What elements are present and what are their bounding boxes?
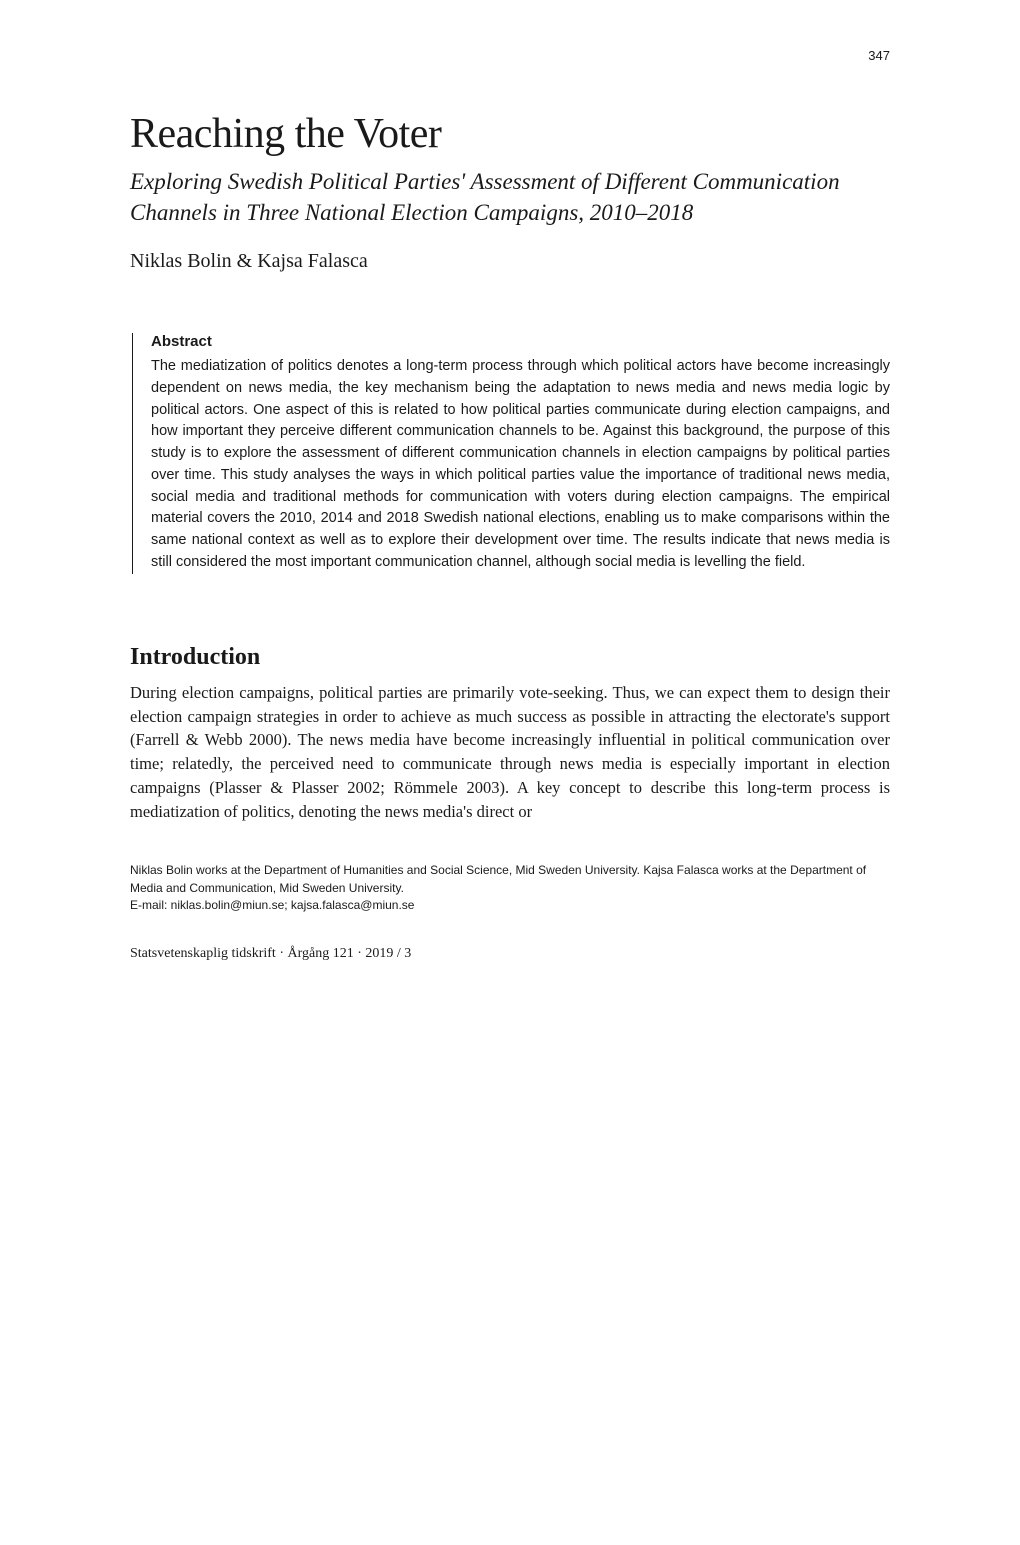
abstract-block: Abstract The mediatization of politics d… [132, 333, 890, 574]
section-body: During election campaigns, political par… [130, 681, 890, 825]
abstract-heading: Abstract [151, 333, 890, 350]
author-affiliation: Niklas Bolin works at the Department of … [130, 862, 890, 914]
section-heading-introduction: Introduction [130, 644, 890, 671]
article-authors: Niklas Bolin & Kajsa Falasca [130, 250, 890, 273]
article-subtitle: Exploring Swedish Political Parties' Ass… [130, 166, 890, 228]
journal-footer: Statsvetenskaplig tidskrift · Årgång 121… [130, 946, 890, 962]
abstract-text: The mediatization of politics denotes a … [151, 356, 890, 574]
page-number: 347 [868, 48, 890, 63]
article-title: Reaching the Voter [130, 110, 890, 158]
